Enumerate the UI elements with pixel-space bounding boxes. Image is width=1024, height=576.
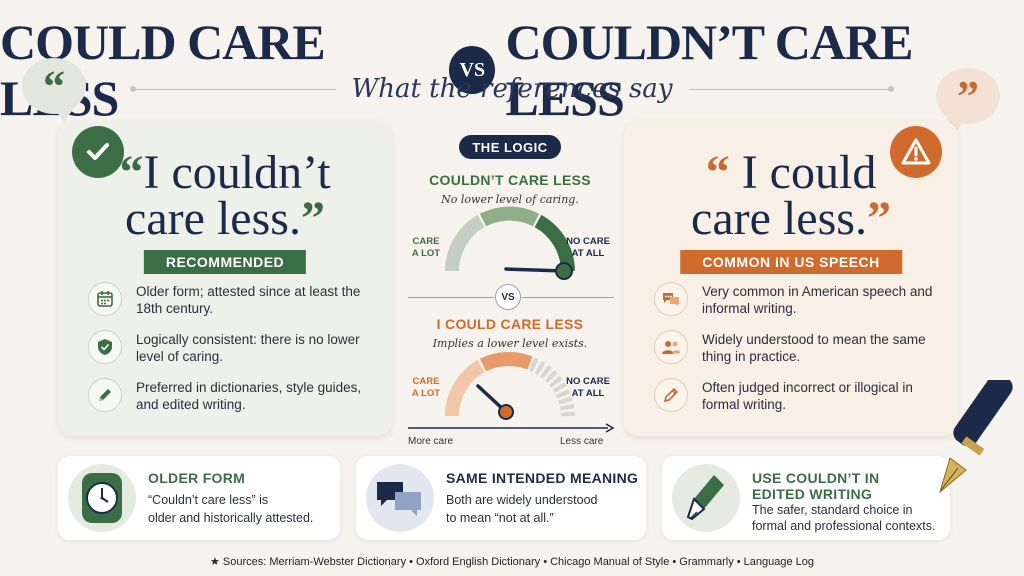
- care-axis-arrow: [408, 423, 615, 433]
- list-item: Preferred in dictionaries, style guides,…: [88, 378, 378, 426]
- edited-writing-title: USE COULDN’T IN EDITED WRITING: [752, 470, 880, 502]
- common-speech-list: Very common in American speech and infor…: [654, 282, 944, 426]
- list-item: Often judged incorrect or illogical in f…: [654, 378, 944, 426]
- speech-bubbles-icon: [366, 464, 434, 532]
- recommended-ribbon: RECOMMENDED: [143, 250, 307, 274]
- warning-icon: [890, 126, 942, 178]
- common-speech-panel: “ I could care less.” COMMON IN US SPEEC…: [624, 122, 958, 436]
- edited-writing-body: The safer, standard choice in: [752, 503, 913, 517]
- chat-icon: [654, 282, 688, 316]
- couldnt-gauge: [445, 206, 575, 280]
- recommended-list: Older form; attested since at least the …: [88, 282, 378, 426]
- list-item: Widely understood to mean the same thing…: [654, 330, 944, 378]
- edited-writing-body: formal and professional contexts.: [752, 519, 936, 533]
- title-vs-badge: VS: [449, 46, 496, 94]
- shield-check-icon: [88, 330, 122, 364]
- edited-writing-card: USE COULDN’T IN EDITED WRITING The safer…: [662, 456, 950, 540]
- gauge-no-care-label: NO CARE AT ALL: [566, 236, 610, 259]
- older-form-title: OLDER FORM: [148, 470, 246, 486]
- could-subtext: Implies a lower level exists.: [432, 337, 588, 350]
- star-icon: ★: [209, 556, 220, 568]
- subtitle-divider-left: [130, 85, 336, 92]
- checkmark-icon: [72, 126, 124, 178]
- vs-divider-right: [522, 297, 614, 298]
- clock-icon: [68, 464, 136, 532]
- logic-vs-badge: VS: [495, 284, 521, 310]
- recommended-panel: “I couldn’t care less.” RECOMMENDED Olde…: [58, 122, 392, 436]
- axis-less-care: Less care: [560, 436, 604, 447]
- vs-divider-left: [408, 297, 494, 298]
- common-speech-quote: “ I could care less.”: [691, 146, 891, 245]
- subtitle-row: What the references say: [130, 74, 895, 104]
- fountain-pen-decoration-icon: [939, 380, 1013, 494]
- subtitle: What the references say: [351, 74, 673, 104]
- pencil-icon: [654, 378, 688, 412]
- older-form-body: “Couldn’t care less” is: [148, 493, 269, 507]
- main-title: COULD CARE LESS VS COULDN’T CARE LESS: [0, 14, 1024, 126]
- could-gauge: [445, 352, 575, 420]
- subtitle-divider-right: [688, 85, 895, 92]
- logic-pill: THE LOGIC: [459, 135, 561, 159]
- title-right: COULDN’T CARE LESS: [505, 14, 913, 126]
- same-meaning-card: SAME INTENDED MEANING Both are widely un…: [356, 456, 646, 540]
- older-form-card: OLDER FORM “Couldn’t care less” is older…: [58, 456, 340, 540]
- gauge-care-a-lot-label: CARE A LOT: [411, 376, 441, 399]
- sources-footer: ★ Sources: Merriam-Webster Dictionary • …: [209, 556, 815, 568]
- same-meaning-title: SAME INTENDED MEANING: [446, 470, 639, 486]
- could-heading: I COULD CARE LESS: [436, 316, 584, 332]
- close-quote-bubble-icon: ”: [936, 68, 1000, 132]
- axis-more-care: More care: [408, 436, 454, 447]
- people-icon: [654, 330, 688, 364]
- gauge-care-a-lot-label: CARE A LOT: [411, 236, 441, 259]
- open-quote-bubble-icon: “: [22, 58, 86, 122]
- gauge-no-care-label: NO CARE AT ALL: [566, 376, 610, 399]
- list-item: Logically consistent: there is no lower …: [88, 330, 378, 378]
- fountain-pen-icon: [672, 464, 740, 532]
- same-meaning-body: Both are widely understood: [446, 493, 598, 507]
- older-form-body: older and historically attested.: [148, 511, 314, 525]
- pencil-icon: [88, 378, 122, 412]
- couldnt-subtext: No lower level of caring.: [441, 193, 579, 206]
- common-speech-ribbon: COMMON IN US SPEECH: [680, 250, 902, 274]
- couldnt-heading: COULDN’T CARE LESS: [429, 172, 591, 188]
- list-item: Older form; attested since at least the …: [88, 282, 378, 330]
- same-meaning-body: to mean “not at all.”: [446, 511, 554, 525]
- list-item: Very common in American speech and infor…: [654, 282, 944, 330]
- recommended-quote: “I couldn’t care less.”: [119, 146, 331, 245]
- calendar-icon: [88, 282, 122, 316]
